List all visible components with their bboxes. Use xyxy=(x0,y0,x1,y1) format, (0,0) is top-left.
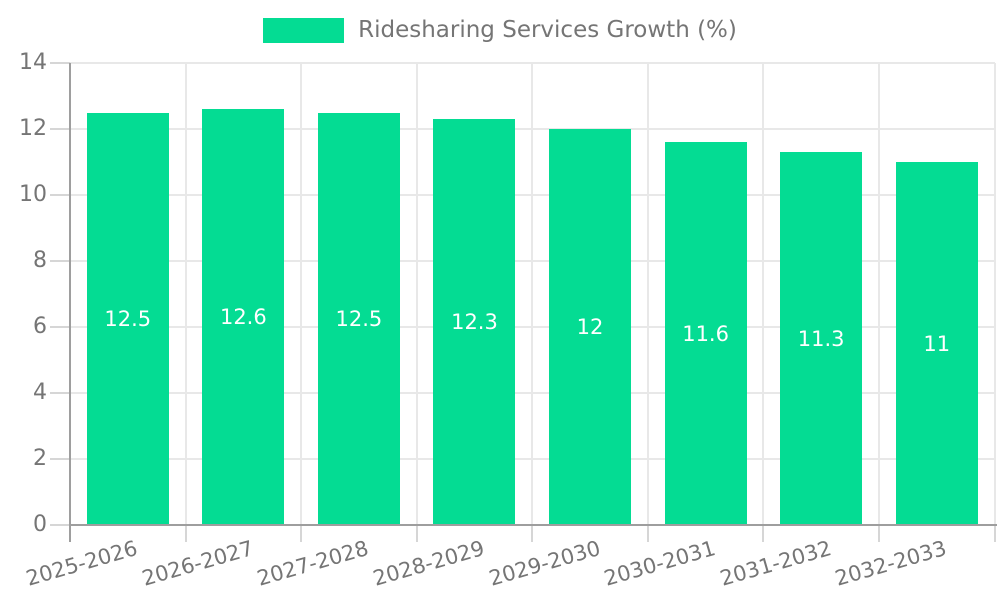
x-axis-tick xyxy=(993,525,996,542)
x-axis-category-label: 2026-2027 xyxy=(139,536,256,591)
vertical-gridline xyxy=(531,63,534,525)
bar xyxy=(317,112,400,525)
legend-item[interactable]: Ridesharing Services Growth (%) xyxy=(263,17,737,43)
y-axis-tick-label: 8 xyxy=(33,248,47,273)
x-axis-category-label: 2032-2033 xyxy=(832,536,950,591)
bar xyxy=(895,162,978,525)
x-axis-tick xyxy=(300,525,303,542)
y-axis-tick xyxy=(50,392,70,394)
bar-value-label: 11.3 xyxy=(797,326,845,351)
y-axis-tick-label: 6 xyxy=(33,314,47,339)
x-axis-tick xyxy=(531,525,534,542)
bar-value-label: 11.6 xyxy=(682,321,729,346)
y-axis-tick xyxy=(50,458,70,460)
bar xyxy=(86,112,169,525)
bar-value-label: 11 xyxy=(923,331,951,356)
x-axis-tick xyxy=(184,525,187,542)
vertical-gridline xyxy=(184,63,187,525)
bar-value-label: 12 xyxy=(576,315,604,339)
y-axis-tick xyxy=(50,260,70,262)
bar-value-label: 12.5 xyxy=(104,306,152,331)
y-axis-tick xyxy=(50,128,70,130)
legend-swatch xyxy=(263,17,345,43)
x-axis-category-label: 2029-2030 xyxy=(485,536,603,591)
x-axis-category-label: 2025-2026 xyxy=(23,536,141,591)
x-axis-category-label: 2027-2028 xyxy=(254,536,372,591)
vertical-gridline xyxy=(646,63,649,525)
legend-label: Ridesharing Services Growth (%) xyxy=(358,17,737,43)
bar xyxy=(780,152,863,525)
bar-value-label: 12.6 xyxy=(219,305,267,330)
x-axis-tick xyxy=(877,525,880,542)
y-axis-tick-label: 14 xyxy=(19,50,47,75)
y-axis-tick-label: 10 xyxy=(19,182,47,207)
y-axis-line xyxy=(69,63,71,542)
x-axis-tick xyxy=(646,525,649,542)
y-axis-tick xyxy=(50,194,70,196)
x-axis-category-label: 2031-2032 xyxy=(717,536,834,591)
legend: Ridesharing Services Growth (%) xyxy=(0,17,1000,43)
x-axis-tick xyxy=(415,525,418,542)
bar xyxy=(664,142,747,525)
y-axis-tick-label: 4 xyxy=(33,380,47,405)
vertical-gridline xyxy=(993,63,996,525)
x-axis-tick xyxy=(762,525,765,542)
y-axis-tick xyxy=(50,524,70,526)
y-axis-tick-label: 12 xyxy=(19,116,47,141)
vertical-gridline xyxy=(762,63,765,525)
bar-value-label: 12.5 xyxy=(335,306,383,331)
vertical-gridline xyxy=(877,63,880,525)
vertical-gridline xyxy=(415,63,418,525)
y-axis-tick-label: 2 xyxy=(33,446,47,471)
vertical-gridline xyxy=(300,63,303,525)
x-axis-category-label: 2030-2031 xyxy=(601,536,719,591)
x-axis-line xyxy=(70,524,997,526)
y-axis-tick xyxy=(50,326,70,328)
bar xyxy=(433,119,516,525)
bar xyxy=(549,129,632,525)
y-axis-tick-label: 0 xyxy=(33,512,47,537)
y-axis-tick xyxy=(50,62,70,64)
x-axis-category-label: 2028-2029 xyxy=(370,536,488,591)
bar-value-label: 12.3 xyxy=(451,310,498,335)
bar xyxy=(202,109,285,525)
